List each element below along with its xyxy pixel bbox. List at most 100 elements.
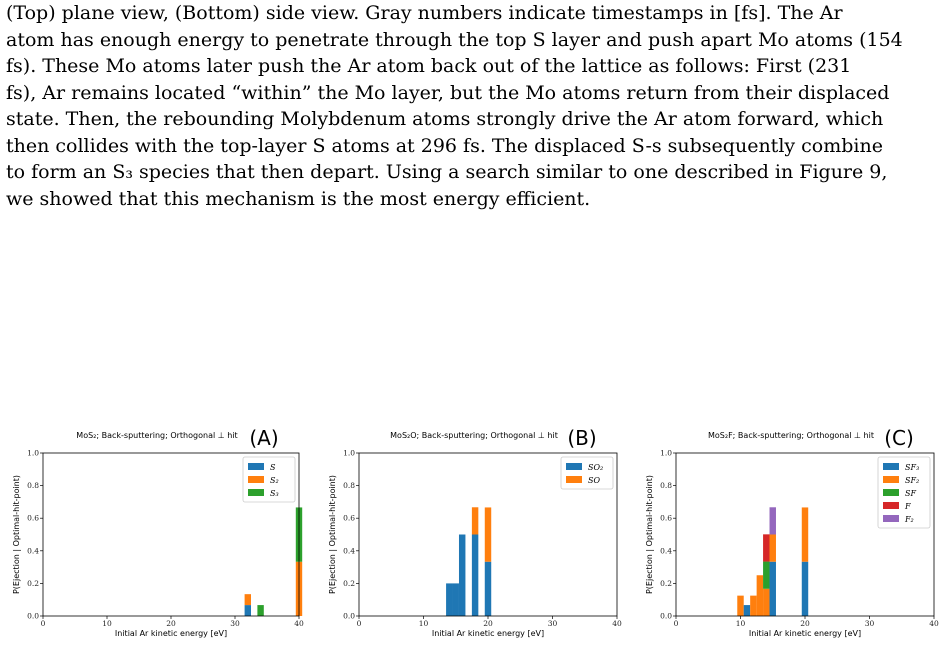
legend-swatch [883,476,899,483]
legend-swatch [248,489,264,496]
bar [763,588,770,616]
bar [484,507,492,562]
legend-label: S [270,463,276,472]
panel-label: (A) [249,426,278,450]
legend-label: S₂ [270,476,279,485]
x-tick-label: 30 [230,619,240,628]
bar [244,594,251,606]
x-tick-label: 40 [929,619,939,628]
caption-line: we showed that this mechanism is the mos… [6,187,591,210]
legend-swatch [883,502,899,509]
chart-panel-3: 0 10 20 30 40 0.0 0.2 0.4 0.6 0.8 1.0 Initial Ar ki… [645,426,939,638]
y-tick-label: 0.4 [660,546,672,555]
y-tick-label: 0.0 [343,612,355,621]
bar [458,534,466,616]
legend-box [877,456,931,529]
caption-line: to form an S₃ species that then depart. … [6,161,888,183]
bar [244,605,251,616]
legend-label: SF₃ [905,463,919,472]
y-tick-label: 0.2 [343,579,355,588]
legend-swatch [248,476,264,483]
x-tick-label: 40 [294,619,304,628]
y-tick-label: 0.0 [660,612,672,621]
bar [769,507,776,535]
panel-label: (C) [884,426,914,450]
x-axis-label: Initial Ar kinetic energy [eV] [432,629,544,638]
y-tick-label: 0.8 [27,481,39,490]
legend-label: SF₂ [905,476,919,485]
bar [471,507,479,535]
bar [471,534,479,616]
x-tick-label: 10 [102,619,112,628]
x-tick-label: 0 [674,619,679,628]
caption-line: state. Then, the rebounding Molybdenum a… [6,108,884,130]
caption-line: fs), Ar remains located “within” the Mo … [6,81,890,104]
bar [763,561,770,589]
legend-swatch [566,476,582,483]
bar [452,583,459,616]
bar [446,583,453,616]
panel-label: (B) [567,426,596,450]
x-tick-label: 30 [865,619,875,628]
bar [484,561,492,616]
y-tick-label: 1.0 [660,449,672,458]
x-tick-label: 0 [357,619,362,628]
caption-line: atom has enough energy to penetrate thro… [6,28,903,51]
bar [737,595,744,617]
legend-swatch [248,463,264,470]
x-tick-label: 20 [800,619,810,628]
legend-swatch [883,515,899,522]
x-tick-label: 20 [483,619,493,628]
legend-label: F₂ [904,515,914,524]
legend-label: SO₂ [588,463,603,472]
legend-label: F [904,502,911,511]
chart-panel-2: 0 10 20 30 40 0.0 0.2 0.4 0.6 0.8 1.0 Initial Ar ki… [328,426,622,638]
y-tick-label: 0.8 [343,481,355,490]
plot-title: MoS₂; Back-sputtering; Orthogonal ⊥ hit [76,431,237,440]
bar [763,534,770,562]
y-tick-label: 1.0 [343,449,355,458]
legend-label: SO [588,476,600,485]
y-tick-label: 0.4 [343,546,355,555]
bar [801,561,809,616]
legend-swatch [566,463,582,470]
plot-title: MoS₂O; Back-sputtering; Orthogonal ⊥ hit [390,431,558,440]
y-tick-label: 0.8 [660,481,672,490]
x-tick-label: 30 [548,619,558,628]
y-tick-label: 0.2 [660,579,672,588]
y-tick-label: 0.6 [343,514,355,523]
x-tick-label: 10 [419,619,429,628]
bar [743,605,751,616]
x-axis-label: Initial Ar kinetic energy [eV] [115,629,227,638]
x-tick-label: 10 [736,619,746,628]
caption-line: (Top) plane view, (Bottom) side view. Gr… [6,2,843,24]
y-tick-label: 0.6 [660,514,672,523]
x-tick-label: 20 [166,619,176,628]
y-axis-label: P(Ejection | Optimal-hit-point) [328,475,337,594]
bar [801,507,809,562]
bar [257,605,264,616]
bar [769,561,776,616]
plot-title: MoS₂F; Back-sputtering; Orthogonal ⊥ hit [708,431,874,440]
chart-panel-1: 0 10 20 30 40 0.0 0.2 0.4 0.6 0.8 1.0 Initial Ar ki… [12,426,304,638]
y-axis-label: P(Ejection | Optimal-hit-point) [645,475,654,594]
caption-line: fs). These Mo atoms later push the Ar at… [6,55,852,77]
legend-box [560,456,614,490]
x-tick-label: 40 [612,619,622,628]
legend-label: S₃ [270,489,279,498]
y-tick-label: 0.4 [27,546,39,555]
bar [769,534,776,562]
figure-caption: (Top) plane view, (Bottom) side view. Gr… [6,0,942,212]
legend-swatch [883,463,899,470]
y-tick-label: 0.0 [27,612,39,621]
bar [750,595,757,617]
y-tick-label: 0.6 [27,514,39,523]
x-axis-label: Initial Ar kinetic energy [eV] [749,629,861,638]
bar [756,575,764,616]
y-tick-label: 0.2 [27,579,39,588]
legend-label: SF [905,489,916,498]
y-axis-label: P(Ejection | Optimal-hit-point) [12,475,21,594]
x-tick-label: 0 [41,619,46,628]
caption-line: then collides with the top-layer S atoms… [6,134,883,157]
